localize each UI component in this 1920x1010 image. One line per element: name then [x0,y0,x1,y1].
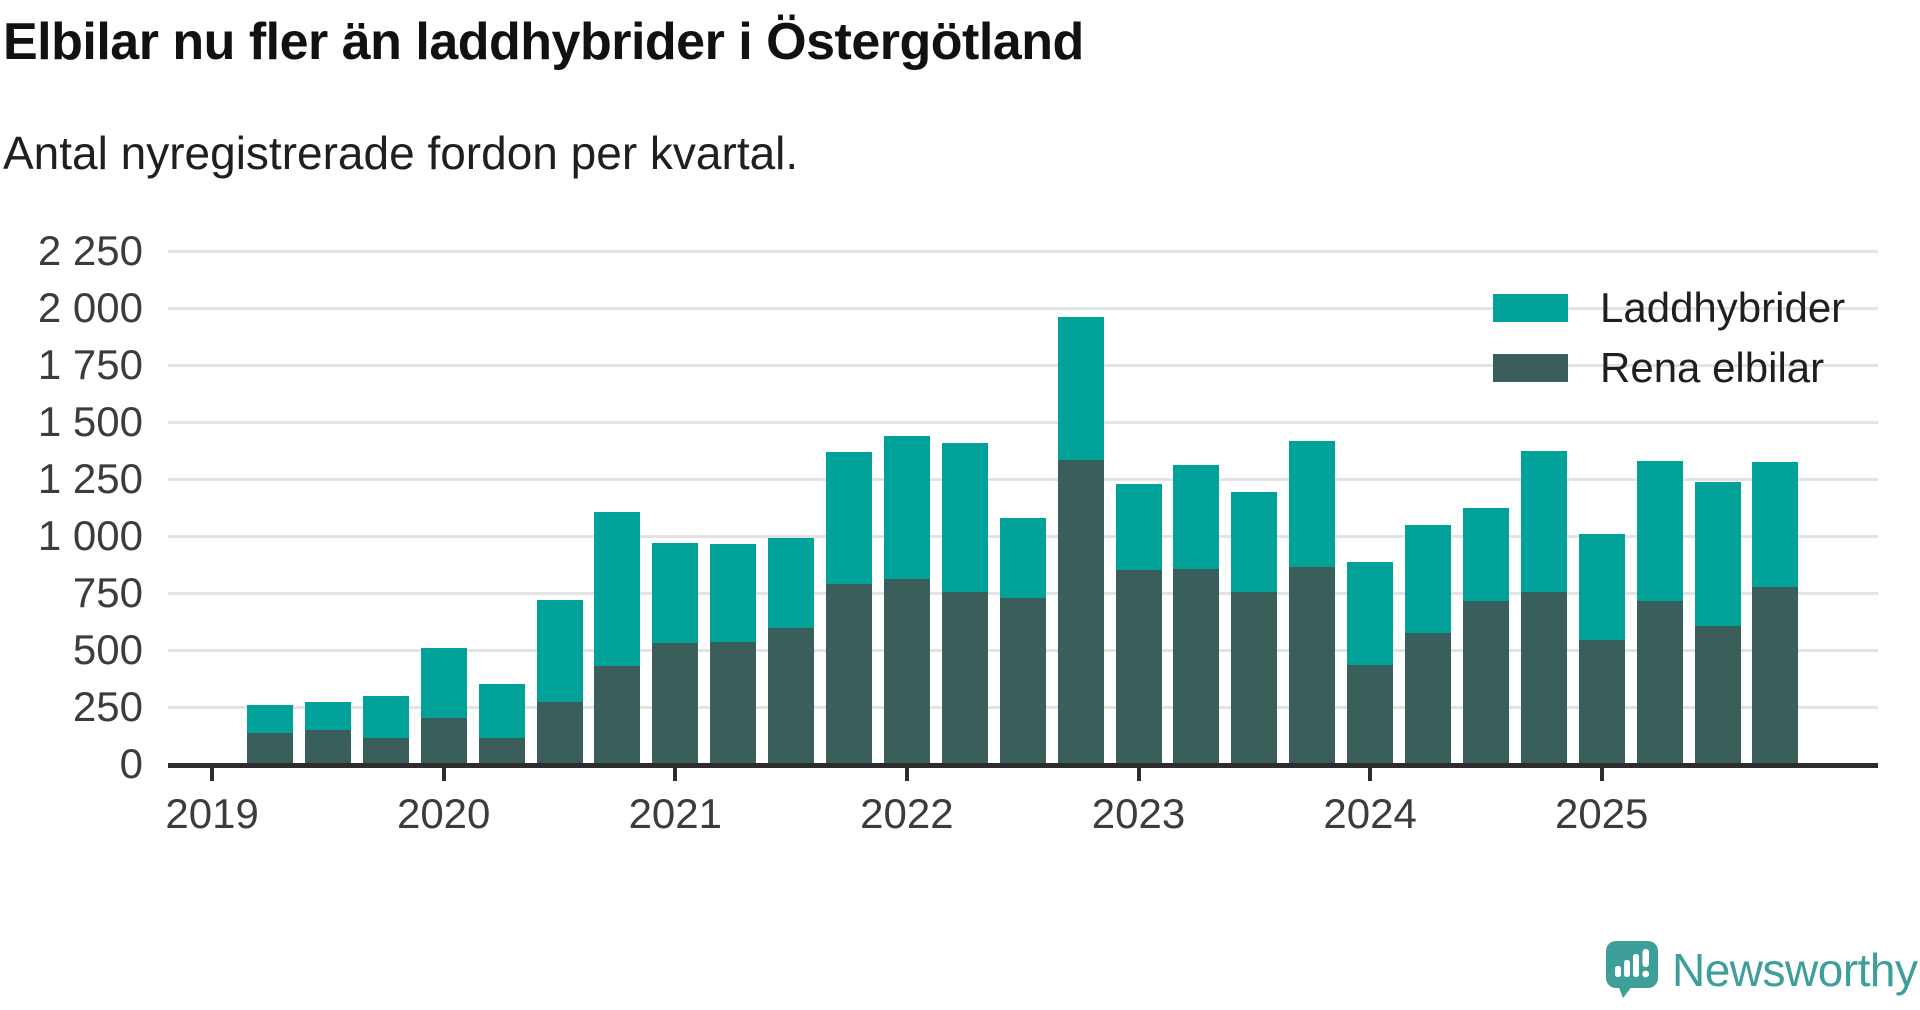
bar-laddhybrider-2025Q1 [1636,460,1683,601]
gridline-1250 [168,477,1878,481]
x-axis-label-2022: 2022 [860,790,954,837]
bar-rena-elbilar-2023Q1 [1173,569,1220,764]
x-axis-label-2019: 2019 [165,790,259,837]
bar-rena-elbilar-2020Q3 [594,665,641,764]
y-axis-label-2000: 2 000 [37,284,143,331]
bar-laddhybrider-2024Q2 [1462,507,1509,601]
bar-laddhybrider-2021Q2 [768,538,815,629]
legend-item-laddhybrider: Laddhybrider [1493,284,1846,331]
chart-subtitle: Antal nyregistrerade fordon per kvartal. [3,127,799,179]
bar-laddhybrider-2020Q4 [652,542,699,644]
bar-rena-elbilar-2023Q3 [1289,566,1336,764]
legend-swatch-laddhybrider [1493,294,1568,322]
x-axis-tick-2020 [441,767,446,781]
legend-label-laddhybrider: Laddhybrider [1600,284,1846,331]
bar-rena-elbilar-2025Q2 [1694,626,1741,764]
x-axis-label-2021: 2021 [628,790,723,837]
bar-laddhybrider-2023Q4 [1347,562,1394,665]
bar-laddhybrider-2025Q2 [1694,482,1741,627]
bar-laddhybrider-2019Q4 [420,647,467,719]
bar-laddhybrider-2023Q2 [1231,491,1278,592]
bar-laddhybrider-2021Q1 [710,543,757,642]
bar-rena-elbilar-2025Q1 [1636,600,1683,764]
y-axis-label-500: 500 [72,626,143,673]
bar-laddhybrider-2024Q3 [1520,450,1567,592]
bar-laddhybrider-2020Q1 [478,684,525,738]
y-axis-label-750: 750 [72,569,143,616]
y-axis-label-250: 250 [72,683,143,730]
bar-laddhybrider-2023Q1 [1173,465,1220,570]
x-axis-tick-2024 [1368,767,1373,781]
gridline-2000 [168,306,1878,310]
y-axis-label-1750: 1 750 [37,341,143,388]
bar-rena-elbilar-2019Q3 [362,737,409,764]
bar-rena-elbilar-2022Q2 [999,597,1046,764]
x-axis-tick-2023 [1136,767,1141,781]
x-axis-label-2024: 2024 [1323,790,1417,837]
bar-laddhybrider-2022Q1 [941,442,988,592]
legend-item-rena-elbilar: Rena elbilar [1493,344,1825,391]
y-axis-label-1000: 1 000 [37,512,143,559]
x-axis-tick-2022 [904,767,909,781]
newsworthy-logo-text: Newsworthy [1672,943,1918,996]
gridline-1500 [168,420,1878,424]
bar-rena-elbilar-2022Q4 [1115,570,1162,764]
bar-rena-elbilar-2019Q2 [304,729,351,764]
bar-laddhybrider-2020Q3 [594,512,641,666]
bar-rena-elbilar-2022Q1 [941,591,988,764]
bar-rena-elbilar-2022Q3 [1057,459,1104,764]
bar-rena-elbilar-2019Q1 [247,733,293,764]
bar-laddhybrider-2019Q1 [247,704,293,734]
gridline-2250 [168,249,1878,253]
x-axis-tick-2021 [673,767,678,781]
bar-rena-elbilar-2020Q2 [536,702,583,764]
bar-laddhybrider-2023Q3 [1289,441,1336,567]
y-axis-label-0: 0 [119,740,143,787]
gridline-1750 [168,363,1878,367]
bar-laddhybrider-2022Q2 [999,517,1046,598]
bar-rena-elbilar-2021Q2 [768,628,815,764]
bar-laddhybrider-2019Q3 [362,695,409,738]
newsworthy-logo-icon [1606,941,1658,998]
bar-laddhybrider-2022Q4 [1115,483,1162,571]
legend-swatch-rena-elbilar [1493,354,1568,382]
x-axis-tick-2025 [1599,767,1604,781]
bar-rena-elbilar-2023Q2 [1231,591,1278,764]
bar-rena-elbilar-2021Q3 [826,583,872,764]
y-axis-label-1500: 1 500 [37,398,143,445]
bar-rena-elbilar-2020Q4 [652,643,699,764]
bar-laddhybrider-2024Q1 [1405,524,1451,633]
newsworthy-branding: Newsworthy [1606,941,1918,998]
bar-rena-elbilar-2020Q1 [478,737,525,764]
x-axis-label-2020: 2020 [396,790,491,837]
y-axis-label-1250: 1 250 [37,455,143,502]
x-axis-label-2023: 2023 [1091,790,1186,837]
x-axis-line [168,762,1878,768]
bar-rena-elbilar-2024Q2 [1462,600,1509,764]
bar-rena-elbilar-2021Q1 [710,642,757,764]
bar-rena-elbilar-2025Q3 [1752,587,1799,764]
x-axis-tick-2019 [210,767,215,781]
bar-rena-elbilar-2023Q4 [1347,664,1394,764]
bar-rena-elbilar-2024Q4 [1578,639,1625,764]
legend-label-rena-elbilar: Rena elbilar [1600,344,1825,391]
bar-laddhybrider-2020Q2 [536,599,583,703]
x-axis-label-2025: 2025 [1554,790,1649,837]
bar-laddhybrider-2022Q3 [1057,317,1104,460]
bar-laddhybrider-2024Q4 [1578,533,1625,640]
bar-laddhybrider-2025Q3 [1752,461,1799,588]
bar-rena-elbilar-2024Q3 [1520,591,1567,764]
chart-title: Elbilar nu fler än laddhybrider i Österg… [3,13,1084,71]
bar-laddhybrider-2021Q4 [883,435,930,580]
bar-laddhybrider-2021Q3 [826,451,872,584]
y-axis-label-2250: 2 250 [37,227,143,274]
bar-rena-elbilar-2024Q1 [1405,632,1451,764]
bar-rena-elbilar-2021Q4 [883,579,930,764]
bar-rena-elbilar-2019Q4 [420,718,467,764]
bar-laddhybrider-2019Q2 [304,702,351,730]
